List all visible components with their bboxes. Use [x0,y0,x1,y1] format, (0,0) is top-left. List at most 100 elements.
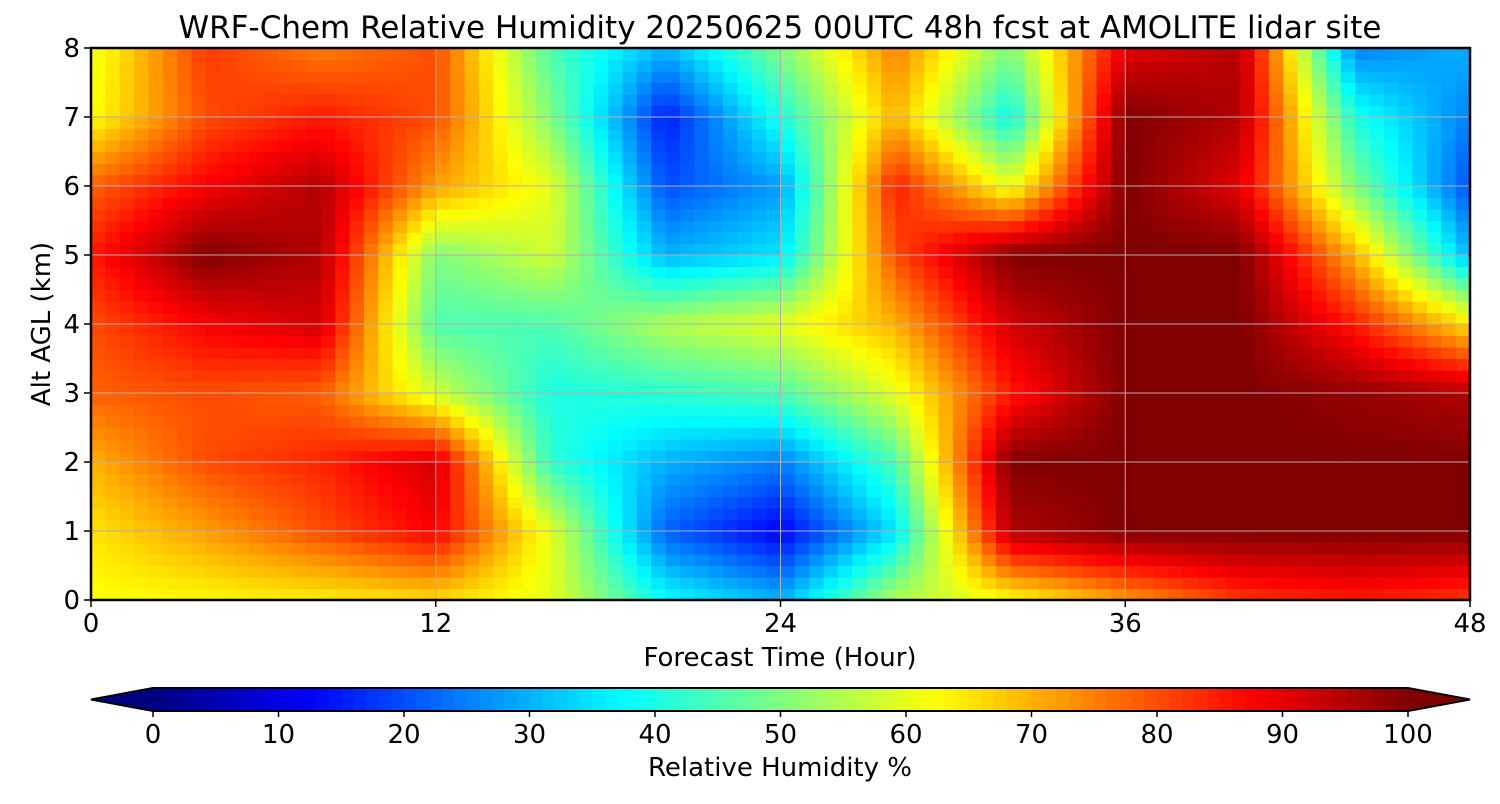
heatmap-cell [1355,404,1371,417]
heatmap-cell [234,255,250,268]
heatmap-cell [249,59,264,72]
heatmap-cell [234,186,250,199]
heatmap-cell [277,531,293,544]
heatmap-cell [220,439,236,452]
heatmap-cell [1326,439,1342,452]
heatmap-cell [320,48,336,61]
heatmap-cell [320,94,336,107]
heatmap-cell [1412,554,1428,567]
heatmap-cell [665,439,681,452]
heatmap-cell [162,71,178,84]
heatmap-cell [780,496,796,509]
heatmap-cell [881,243,897,256]
heatmap-cell [478,174,494,187]
heatmap-cell [277,82,293,95]
heatmap-cell [679,117,695,130]
heatmap-cell [1254,289,1270,302]
heatmap-cell [421,312,437,325]
heatmap-cell [191,404,207,417]
heatmap-cell [1053,588,1069,600]
heatmap-cell [1426,163,1442,176]
heatmap-cell [924,347,940,360]
heatmap-cell [421,140,437,153]
heatmap-cell [320,485,336,498]
heatmap-cell [1024,128,1040,141]
heatmap-cell [205,289,221,302]
heatmap-cell [995,381,1011,394]
heatmap-cell [895,174,911,187]
heatmap-cell [1125,577,1141,590]
heatmap-cell [306,450,322,463]
heatmap-cell [1383,496,1399,509]
heatmap-cell [1441,588,1457,600]
heatmap-cell [938,462,954,475]
heatmap-cell [1010,59,1026,72]
heatmap-cell [1082,140,1098,153]
heatmap-cell [220,209,236,222]
heatmap-cell [1240,140,1256,153]
heatmap-cell [1125,82,1141,95]
heatmap-cell [1283,588,1299,600]
heatmap-cell [205,588,221,600]
heatmap-cell [205,416,221,429]
heatmap-cell [277,232,293,245]
heatmap-cell [1383,588,1399,600]
heatmap-cell [1426,358,1442,371]
heatmap-cell [622,94,638,107]
heatmap-cell [478,163,494,176]
heatmap-cell [1383,71,1399,84]
colorbar-swatch [993,688,1007,711]
heatmap-cell [1182,266,1198,279]
heatmap-cell [565,404,580,417]
heatmap-cell [435,94,451,107]
heatmap-cell [177,59,193,72]
heatmap-cell [823,347,839,360]
heatmap-cell [277,519,293,532]
heatmap-cell [478,105,494,118]
heatmap-cell [205,186,221,199]
heatmap-cell [751,71,767,84]
heatmap-cell [320,554,336,567]
heatmap-cell [1455,197,1470,210]
heatmap-cell [306,496,322,509]
heatmap-cell [191,439,207,452]
heatmap-cell [565,48,580,61]
heatmap-cell [349,427,365,440]
heatmap-cell [249,48,264,61]
heatmap-cell [349,531,365,544]
heatmap-cell [1053,105,1069,118]
heatmap-cell [780,59,796,72]
heatmap-cell [723,243,738,256]
heatmap-cell [1297,416,1313,429]
heatmap-cell [1326,485,1342,498]
heatmap-cell [177,393,193,406]
heatmap-cell [105,220,121,233]
heatmap-cell [450,301,466,314]
heatmap-cell [1182,243,1198,256]
heatmap-cell [1125,140,1141,153]
heatmap-cell [478,151,494,164]
heatmap-cell [1340,485,1356,498]
heatmap-cell [737,485,753,498]
heatmap-cell [1225,105,1241,118]
heatmap-cell [91,82,106,95]
heatmap-cell [536,301,552,314]
heatmap-cell [809,565,825,578]
heatmap-cell [148,462,164,475]
heatmap-cell [1067,312,1083,325]
heatmap-cell [895,220,911,233]
heatmap-cell [651,255,667,268]
heatmap-cell [536,163,552,176]
heatmap-cell [205,554,221,567]
heatmap-cell [119,393,135,406]
heatmap-cell [191,94,207,107]
heatmap-cell [1197,416,1213,429]
heatmap-cell [1010,370,1026,383]
heatmap-cell [1067,301,1083,314]
heatmap-cell [435,404,451,417]
heatmap-cell [1441,71,1457,84]
heatmap-cell [608,117,624,130]
heatmap-cell [1398,289,1414,302]
heatmap-cell [1283,416,1299,429]
heatmap-cell [320,358,336,371]
